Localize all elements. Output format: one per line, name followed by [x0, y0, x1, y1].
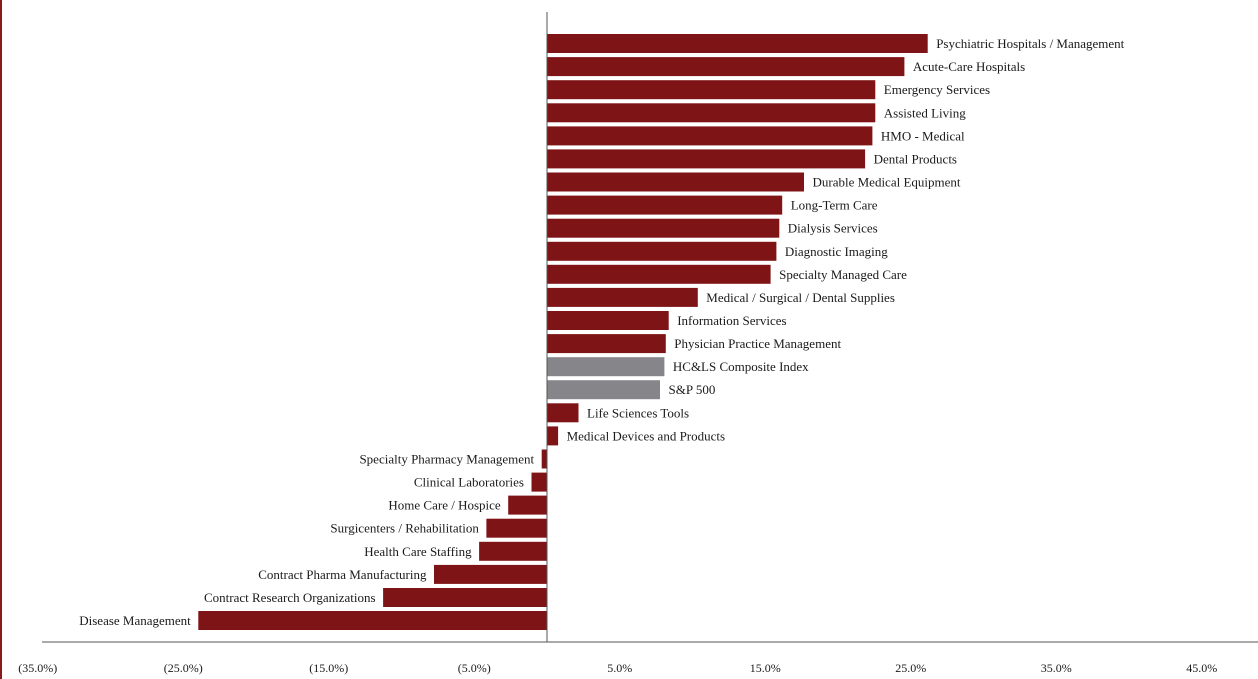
x-tick-label: 15.0%	[750, 661, 781, 675]
bar-dialysis-services	[546, 217, 781, 239]
bar-hc-ls-composite-index	[546, 356, 666, 378]
bar-label: Life Sciences Tools	[587, 405, 689, 420]
bar-psychiatric-hospitals-management	[546, 33, 929, 54]
bar-medical-surgical-dental-supplies	[546, 286, 699, 308]
bar-contract-research-organizations	[382, 587, 548, 608]
bar-life-sciences-tools	[546, 402, 580, 424]
x-tick-label: 5.0%	[607, 661, 632, 675]
bar-labels-group: Psychiatric Hospitals / Management Acute-…	[79, 36, 1124, 628]
bar-label: Physician Practice Management	[674, 336, 841, 351]
bar-label: Contract Pharma Manufacturing	[258, 567, 427, 582]
bar-acute-care-hospitals	[546, 56, 906, 78]
bar-specialty-managed-care	[546, 263, 772, 285]
x-tick-label: (15.0%)	[309, 661, 348, 675]
bar-clinical-laboratories	[530, 471, 548, 493]
bar-surgicenters-rehabilitation	[485, 517, 548, 539]
bar-durable-medical-equipment	[546, 171, 805, 193]
x-tick-label: 35.0%	[1041, 661, 1072, 675]
bar-diagnostic-imaging	[546, 240, 778, 262]
bar-label: Dialysis Services	[788, 221, 878, 236]
bar-label: Information Services	[677, 313, 786, 328]
bar-physician-practice-management	[546, 333, 667, 355]
bar-assisted-living	[546, 102, 877, 124]
bar-label: Disease Management	[79, 613, 191, 628]
bar-label: Surgicenters / Rehabilitation	[330, 521, 479, 536]
bar-disease-management	[197, 610, 548, 631]
bar-label: S&P 500	[669, 382, 716, 397]
bar-label: Health Care Staffing	[364, 544, 472, 559]
bar-label: Long-Term Care	[791, 198, 878, 213]
bar-emergency-services	[546, 79, 877, 101]
bar-label: Dental Products	[874, 151, 957, 166]
x-tick-label: 45.0%	[1186, 661, 1217, 675]
x-tick-label: 25.0%	[895, 661, 926, 675]
bar-information-services	[546, 310, 670, 331]
bar-label: Specialty Pharmacy Management	[359, 452, 534, 467]
x-tick-label: (5.0%)	[458, 661, 491, 675]
bar-home-care-hospice	[507, 494, 548, 516]
bar-label: Diagnostic Imaging	[785, 244, 888, 259]
bar-label: HMO - Medical	[881, 128, 965, 143]
bars-group	[197, 33, 929, 631]
bar-long-term-care	[546, 194, 784, 216]
bar-label: Specialty Managed Care	[779, 267, 907, 282]
bar-label: HC&LS Composite Index	[673, 359, 809, 374]
bar-dental-products	[546, 148, 867, 170]
bar-label: Durable Medical Equipment	[813, 175, 961, 190]
bar-s-p-500	[546, 379, 661, 401]
bar-label: Emergency Services	[884, 82, 990, 97]
bar-contract-pharma-manufacturing	[433, 563, 548, 585]
bar-label: Medical Devices and Products	[567, 428, 725, 443]
bar-health-care-staffing	[478, 540, 548, 562]
bar-label: Home Care / Hospice	[388, 498, 501, 513]
x-tick-labels-group: (35.0%) (25.0%) (15.0%) (5.0%) 5.0% 15.0% 25.0…	[18, 661, 1217, 675]
bar-label: Clinical Laboratories	[414, 475, 524, 490]
bar-label: Contract Research Organizations	[204, 590, 376, 605]
bar-label: Medical / Surgical / Dental Supplies	[706, 290, 895, 305]
bar-label: Psychiatric Hospitals / Management	[936, 36, 1124, 51]
x-tick-label: (35.0%)	[18, 661, 57, 675]
x-tick-label: (25.0%)	[164, 661, 203, 675]
bar-hmo-medical	[546, 125, 874, 147]
bar-label: Assisted Living	[884, 105, 966, 120]
bar-specialty-pharmacy-management	[540, 448, 548, 470]
bar-medical-devices-and-products	[546, 425, 560, 447]
bar-label: Acute-Care Hospitals	[913, 59, 1025, 74]
